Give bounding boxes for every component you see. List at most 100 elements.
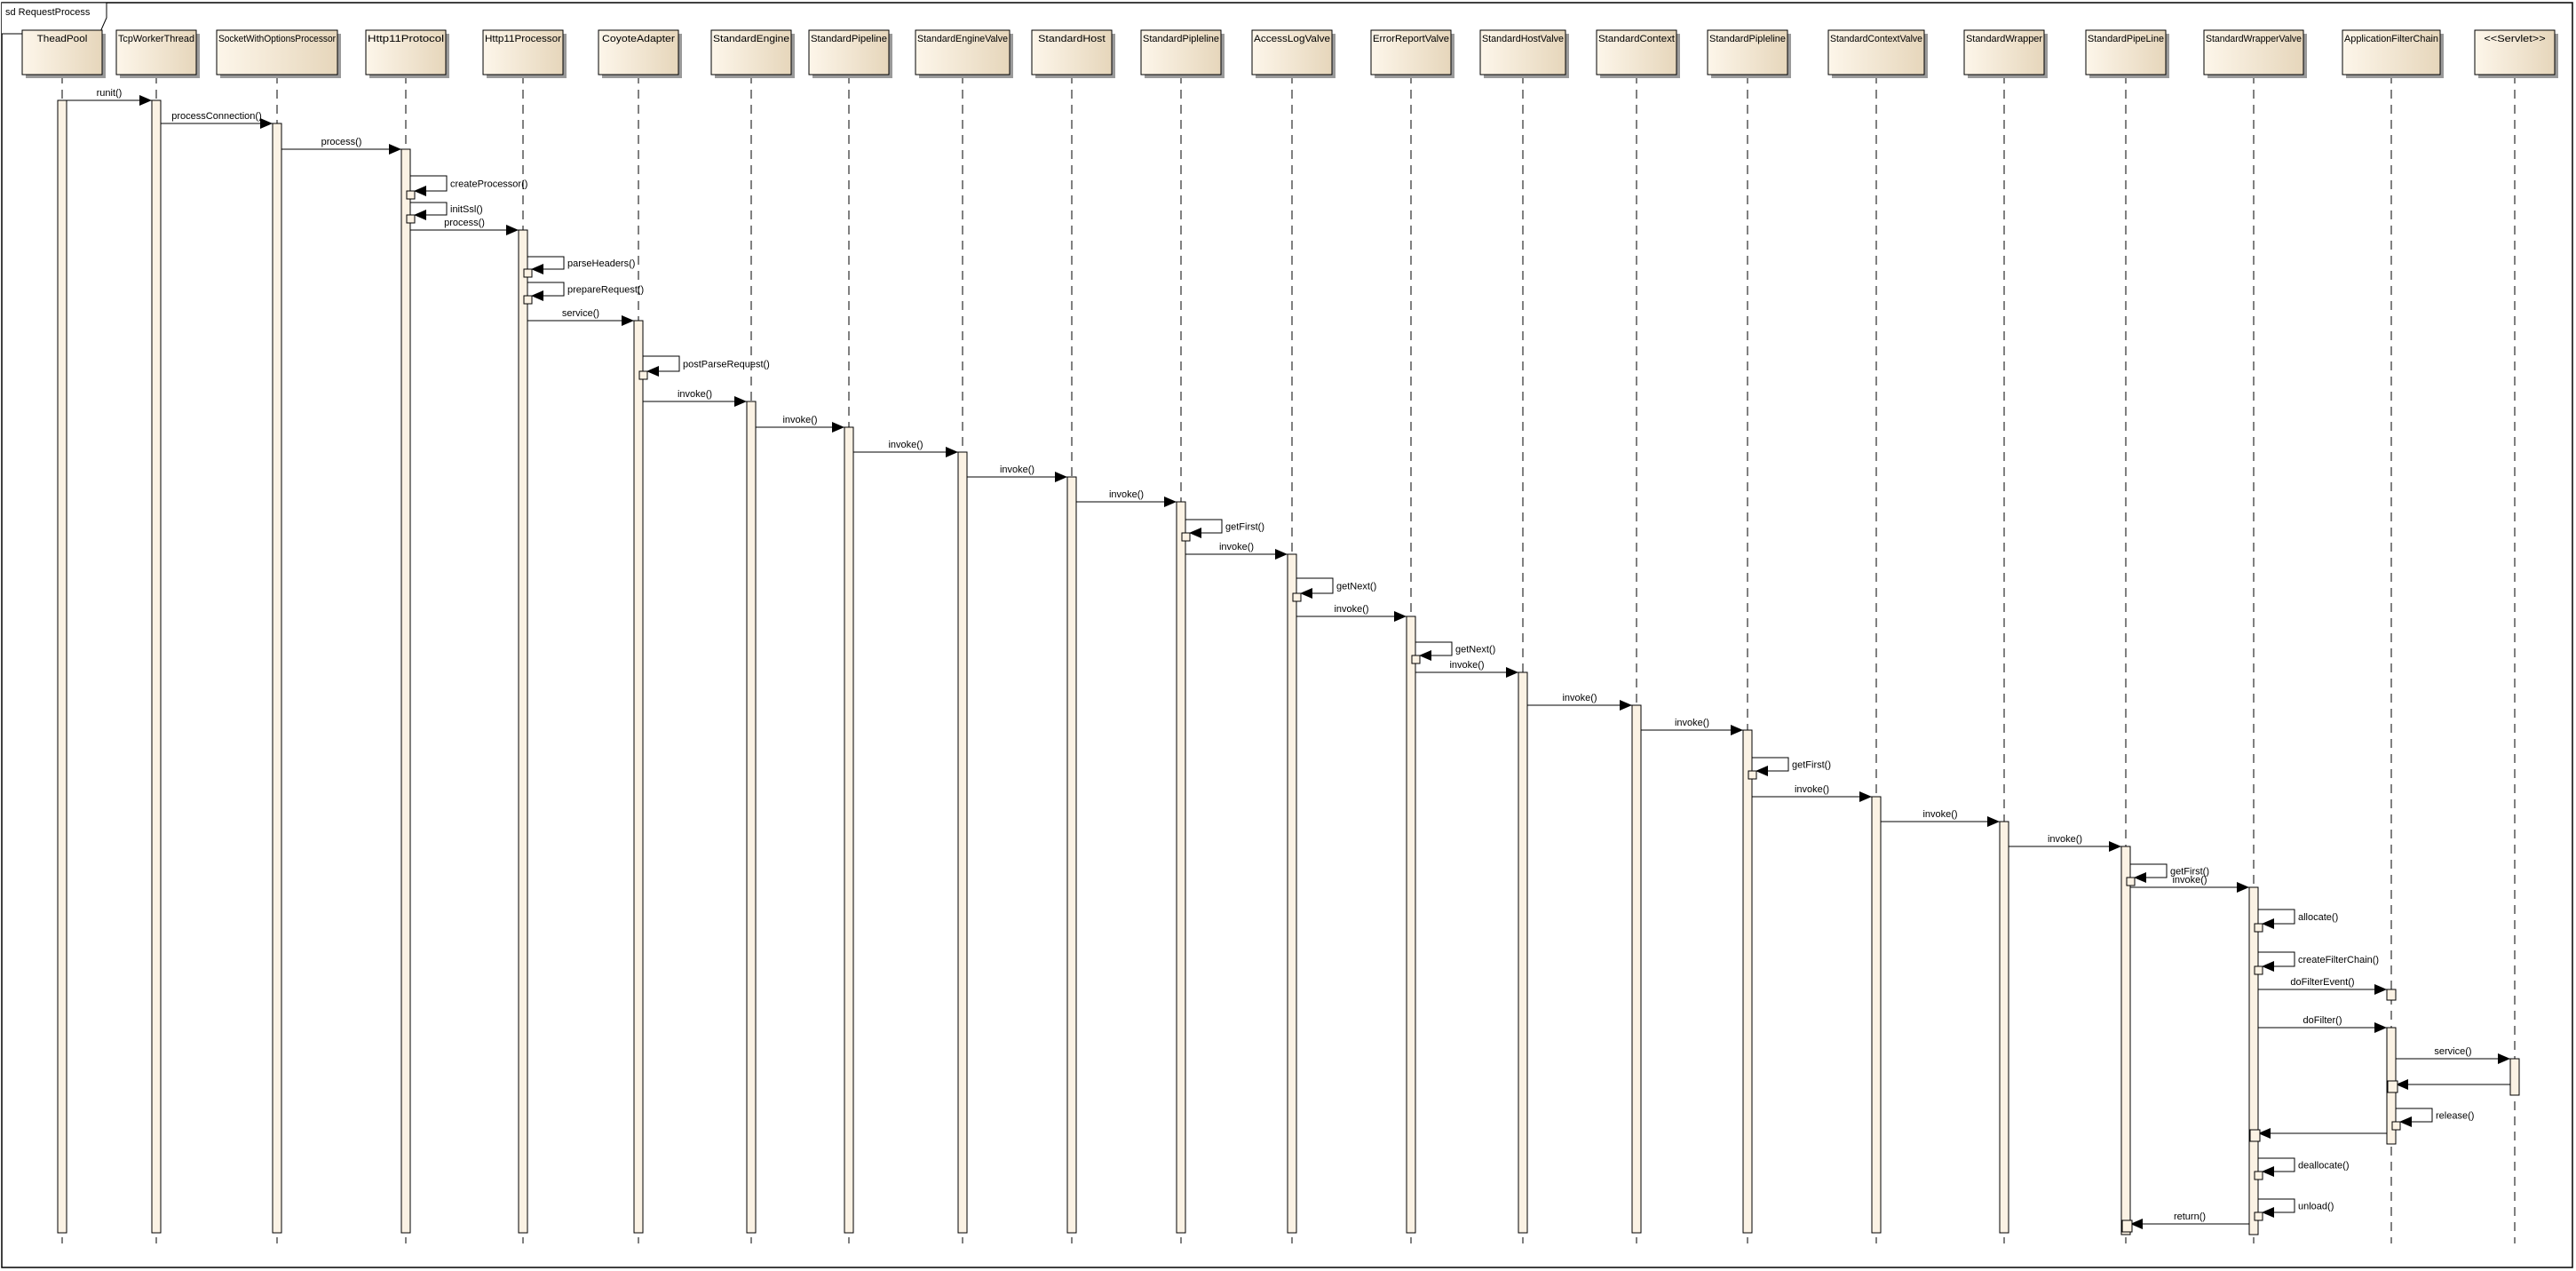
message-self-30[interactable]: createFilterChain() xyxy=(2254,951,2379,975)
message-label: process() xyxy=(444,218,485,228)
message-call-16[interactable]: invoke() xyxy=(1185,542,1288,560)
message-call-25[interactable]: invoke() xyxy=(1881,809,2000,827)
message-return-34[interactable] xyxy=(2387,1079,2510,1093)
message-self-37[interactable]: deallocate() xyxy=(2254,1157,2349,1180)
activation-bar xyxy=(957,451,968,1234)
lifeline-box[interactable] xyxy=(21,29,103,75)
message-call-20[interactable]: invoke() xyxy=(1415,660,1518,678)
self-message-line xyxy=(527,256,565,270)
arrowhead-icon xyxy=(2399,1116,2412,1127)
activation-bar xyxy=(1871,796,1882,1234)
message-self-23[interactable]: getFirst() xyxy=(1748,757,1831,780)
lifeline-box[interactable] xyxy=(482,29,564,75)
activation-bar xyxy=(1406,616,1416,1234)
message-call-12[interactable]: invoke() xyxy=(853,440,958,457)
message-label: invoke() xyxy=(1562,693,1597,703)
self-message-line xyxy=(527,282,565,297)
message-self-3[interactable]: createProcessor() xyxy=(406,175,527,200)
arrowhead-icon xyxy=(139,95,152,106)
nested-activation xyxy=(2254,923,2263,933)
lifeline-box[interactable] xyxy=(365,29,447,75)
message-call-1[interactable]: processConnection() xyxy=(161,111,273,129)
message-label: getFirst() xyxy=(1792,760,1831,771)
lifeline-box[interactable] xyxy=(2474,29,2556,75)
arrowhead-icon xyxy=(2374,1022,2387,1033)
message-call-18[interactable]: invoke() xyxy=(1296,604,1407,622)
message-call-5[interactable]: process() xyxy=(410,218,519,235)
message-self-29[interactable]: allocate() xyxy=(2254,909,2338,933)
lifeline-box[interactable] xyxy=(1251,29,1333,75)
arrowhead-icon xyxy=(2262,1166,2274,1177)
arrowhead-icon xyxy=(1189,528,1201,538)
lifeline-stdcontextvalve[interactable]: StandardContextValve xyxy=(1827,29,1928,1243)
lifeline-box[interactable] xyxy=(2342,29,2441,75)
lifeline-box[interactable] xyxy=(1707,29,1788,75)
lifeline-servlet[interactable]: <<Servlet>> xyxy=(2474,29,2558,1243)
message-call-24[interactable]: invoke() xyxy=(1752,784,1872,802)
lifeline-stdcontext[interactable]: StandardContext xyxy=(1596,29,1680,1243)
arrowhead-icon xyxy=(2374,984,2387,995)
lifeline-box[interactable] xyxy=(1827,29,1925,75)
arrowhead-icon xyxy=(531,264,543,274)
message-self-38[interactable]: unload() xyxy=(2254,1198,2334,1221)
lifeline-box[interactable] xyxy=(710,29,792,75)
lifeline-box[interactable] xyxy=(1596,29,1677,75)
lifeline-box[interactable] xyxy=(1031,29,1113,75)
lifeline-box[interactable] xyxy=(1963,29,2045,75)
arrowhead-icon xyxy=(1164,496,1177,507)
message-self-17[interactable]: getNext() xyxy=(1292,577,1376,602)
lifeline-box[interactable] xyxy=(1140,29,1222,75)
message-call-2[interactable]: process() xyxy=(281,137,401,155)
message-call-28[interactable]: invoke() xyxy=(2130,875,2249,893)
message-self-35[interactable]: release() xyxy=(2391,1108,2474,1131)
message-self-15[interactable]: getFirst() xyxy=(1181,519,1264,542)
arrowhead-icon xyxy=(1859,791,1872,802)
message-label: doFilter() xyxy=(2303,1015,2342,1026)
message-call-8[interactable]: service() xyxy=(527,308,634,326)
message-self-9[interactable]: postParseRequest() xyxy=(638,355,770,380)
lifeline-box[interactable] xyxy=(1479,29,1566,75)
message-return-39[interactable]: return() xyxy=(2121,1211,2249,1233)
message-self-27[interactable]: getFirst() xyxy=(2126,863,2209,886)
message-call-10[interactable]: invoke() xyxy=(643,389,747,407)
lifeline-stdhostvalve[interactable]: StandardHostValve xyxy=(1479,29,1569,1243)
message-call-14[interactable]: invoke() xyxy=(1076,489,1177,507)
message-call-32[interactable]: doFilter() xyxy=(2258,1015,2387,1033)
message-self-7[interactable]: prepareRequest() xyxy=(523,282,644,305)
activation-bar xyxy=(633,320,644,1234)
message-call-22[interactable]: invoke() xyxy=(1641,718,1743,735)
lifeline-errorreport[interactable]: ErrorReportValve xyxy=(1370,29,1454,1243)
message-label: return() xyxy=(2174,1211,2206,1222)
message-call-31[interactable]: doFilterEvent() xyxy=(2258,977,2387,995)
arrowhead-icon xyxy=(1506,667,1518,678)
message-label: parseHeaders() xyxy=(567,258,635,269)
message-self-19[interactable]: getNext() xyxy=(1411,641,1495,664)
lifeline-box[interactable] xyxy=(1370,29,1452,75)
message-call-21[interactable]: invoke() xyxy=(1527,693,1632,711)
nested-activation xyxy=(2254,965,2263,975)
lifeline-box[interactable] xyxy=(598,29,679,75)
message-return-36[interactable] xyxy=(2249,1128,2387,1142)
message-call-33[interactable]: service() xyxy=(2396,1046,2510,1064)
self-message-line xyxy=(410,175,448,192)
message-call-13[interactable]: invoke() xyxy=(967,465,1067,482)
message-call-0[interactable]: runit() xyxy=(67,88,152,106)
self-message-line xyxy=(2258,909,2295,925)
message-label: processConnection() xyxy=(171,111,262,122)
lifeline-box[interactable] xyxy=(915,29,1011,75)
lifeline-box[interactable] xyxy=(808,29,890,75)
message-self-4[interactable]: initSsl() xyxy=(406,202,483,224)
lifeline-box[interactable] xyxy=(216,29,338,75)
message-self-6[interactable]: parseHeaders() xyxy=(523,256,635,278)
message-call-26[interactable]: invoke() xyxy=(2009,834,2121,852)
lifeline-box[interactable] xyxy=(2085,29,2167,75)
message-label: process() xyxy=(321,137,362,147)
arrowhead-icon xyxy=(1300,588,1312,599)
lifeline-name: StandardPipeLine xyxy=(2088,34,2164,44)
message-call-11[interactable]: invoke() xyxy=(756,415,844,433)
lifeline-box[interactable] xyxy=(2203,29,2304,75)
lifeline-box[interactable] xyxy=(115,29,197,75)
arrowhead-icon xyxy=(2396,1079,2408,1090)
lifeline-name: StandardContextValve xyxy=(1830,34,1922,44)
message-label: createFilterChain() xyxy=(2298,955,2379,965)
